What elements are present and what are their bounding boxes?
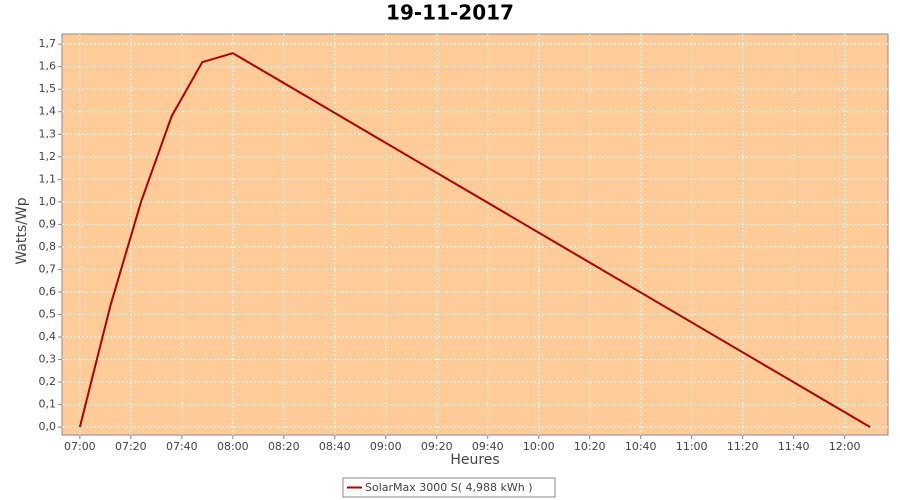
- x-tick-label: 11:20: [727, 440, 759, 453]
- legend: [342, 477, 556, 498]
- x-tick-label: 07:40: [166, 440, 198, 453]
- x-tick-label: 09:40: [472, 440, 504, 453]
- x-tick-label: 07:20: [115, 440, 147, 453]
- y-tick-label: 0,9: [39, 217, 57, 230]
- y-tick-label: 1,3: [39, 127, 57, 140]
- x-tick-label: 09:20: [421, 440, 453, 453]
- y-tick-label: 0,0: [39, 420, 57, 433]
- x-tick-label: 10:00: [523, 440, 555, 453]
- x-tick-label: 10:20: [574, 440, 606, 453]
- y-tick-label: 0,5: [39, 307, 57, 320]
- y-axis-label: Watts/Wp: [14, 197, 30, 264]
- y-tick-label: 0,8: [39, 240, 57, 253]
- y-tick-label: 0,7: [39, 262, 57, 275]
- x-tick-label: 08:00: [217, 440, 249, 453]
- plot-area: [61, 33, 889, 436]
- y-tick-label: 0,1: [39, 398, 57, 411]
- chart-title: 19-11-2017: [386, 1, 514, 25]
- y-tick-label: 1,1: [39, 172, 57, 185]
- y-tick-label: 0,3: [39, 353, 57, 366]
- y-tick-label: 0,4: [39, 330, 57, 343]
- y-tick-label: 1,4: [39, 105, 57, 118]
- y-tick-label: 1,0: [39, 195, 57, 208]
- x-tick-label: 12:00: [829, 440, 861, 453]
- x-tick-label: 10:40: [625, 440, 657, 453]
- y-tick-label: 1,7: [39, 37, 57, 50]
- x-axis-label: Heures: [450, 452, 499, 468]
- y-tick-label: 0,2: [39, 375, 57, 388]
- y-tick-label: 0,6: [39, 285, 57, 298]
- x-tick-label: 08:20: [268, 440, 300, 453]
- x-tick-label: 08:40: [319, 440, 351, 453]
- x-tick-label: 07:00: [64, 440, 96, 453]
- x-tick-label: 11:00: [676, 440, 708, 453]
- y-tick-label: 1,2: [39, 150, 57, 163]
- y-tick-label: 1,5: [39, 82, 57, 95]
- x-tick-label: 09:00: [370, 440, 402, 453]
- line-series: [78, 52, 871, 428]
- x-tick-label: 11:40: [778, 440, 810, 453]
- legend-label: SolarMax 3000 S( 4,988 kWh ): [365, 481, 533, 494]
- y-tick-label: 1,6: [39, 60, 57, 73]
